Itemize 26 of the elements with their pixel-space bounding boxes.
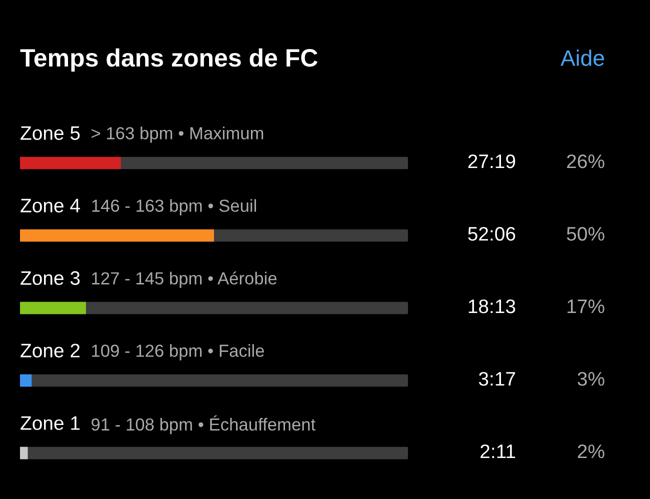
y-tick-label: Zone 3: [20, 271, 80, 285]
annotation: 146 - 163 bpm • Seuil: [92, 199, 256, 216]
text: 27:19: [468, 154, 516, 168]
y-tick-label: Zone 4: [20, 198, 80, 212]
text: 18:13: [468, 299, 516, 314]
text: 52:06: [468, 226, 516, 241]
text: 2:11: [480, 444, 516, 458]
data-label: 17%: [568, 300, 604, 314]
annotation: 127 - 145 bpm • Aérobie: [92, 272, 277, 288]
data-label: 50%: [566, 226, 604, 241]
bar: [20, 446, 28, 460]
annotation: 109 - 126 bpm • Facile: [92, 344, 264, 360]
y-tick-label: Zone 5: [20, 126, 80, 140]
annotation: > 163 bpm • Maximum: [92, 126, 264, 143]
y-tick-label: Zone 2: [20, 344, 80, 358]
bar: [20, 302, 86, 314]
bar: [20, 156, 121, 170]
data-label: 2%: [578, 444, 604, 458]
y-tick-label: Zone 1: [20, 416, 80, 430]
text: 3:17: [478, 372, 516, 386]
text: Aide: [560, 50, 604, 66]
annotation: 91 - 108 bpm • Échauffement: [92, 415, 316, 434]
data-label: 3%: [578, 372, 604, 386]
data-label: 26%: [567, 154, 604, 168]
chart-title: Temps dans zones de FC: [20, 48, 318, 72]
bar: [20, 374, 32, 387]
